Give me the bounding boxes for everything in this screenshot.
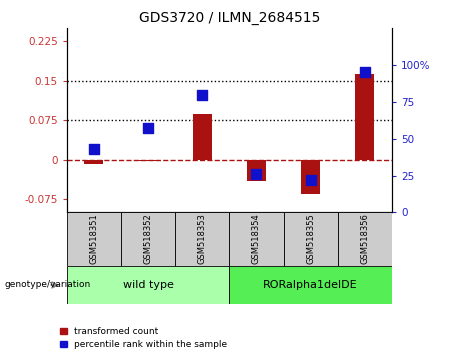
Text: genotype/variation: genotype/variation (5, 280, 91, 290)
Text: GSM518353: GSM518353 (198, 213, 207, 264)
Legend: transformed count, percentile rank within the sample: transformed count, percentile rank withi… (60, 327, 227, 349)
Text: GSM518355: GSM518355 (306, 213, 315, 264)
Bar (193, 114, 212, 160)
Point (144, 126, 152, 131)
Text: GSM518356: GSM518356 (360, 213, 369, 264)
Bar (337, 212, 392, 266)
Point (361, 70, 368, 75)
Bar (247, 160, 266, 181)
Bar (284, 212, 337, 266)
Bar (67, 266, 229, 304)
Bar (355, 74, 374, 160)
Text: GSM518351: GSM518351 (89, 213, 99, 264)
Bar (229, 212, 284, 266)
Text: GSM518354: GSM518354 (252, 213, 261, 264)
Bar (229, 266, 392, 304)
Bar (175, 212, 229, 266)
Point (199, 92, 206, 97)
Text: RORalpha1delDE: RORalpha1delDE (263, 280, 358, 290)
Bar (121, 212, 175, 266)
Title: GDS3720 / ILMN_2684515: GDS3720 / ILMN_2684515 (139, 11, 320, 24)
Point (307, 177, 314, 183)
Point (253, 171, 260, 177)
Text: GSM518352: GSM518352 (143, 213, 153, 264)
Bar (301, 160, 320, 194)
Bar (84, 160, 103, 164)
Point (90, 146, 98, 152)
Bar (67, 212, 121, 266)
Bar (139, 160, 158, 161)
Text: wild type: wild type (123, 280, 173, 290)
